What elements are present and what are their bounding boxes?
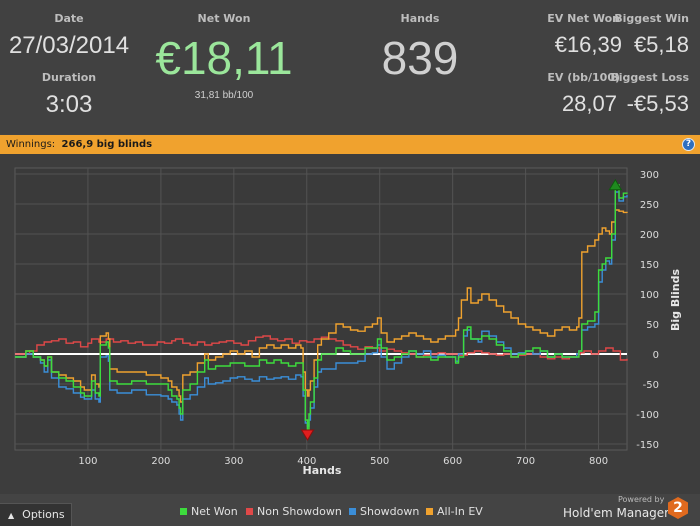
legend-net-won[interactable]: Net Won	[180, 505, 238, 518]
legend-swatch	[349, 508, 356, 515]
hm2-logo: 2	[668, 497, 688, 519]
y-tick-label: -150	[636, 440, 659, 451]
winnings-label: Winnings:	[6, 139, 56, 150]
x-tick-label: 200	[151, 456, 170, 467]
x-axis-label: Hands	[303, 464, 342, 477]
x-tick-label: 400	[297, 456, 316, 467]
legend-non-showdown[interactable]: Non Showdown	[246, 505, 342, 518]
hands-value: 839	[381, 32, 459, 84]
net-won-value: €18,11	[155, 32, 293, 84]
winnings-chart: 100 200 300 400 500 600 700 800 300 250 200 150 100…	[0, 154, 700, 494]
y-axis-label: Big Blinds	[669, 269, 682, 331]
ev-bb100-label: EV (bb/100)	[547, 71, 620, 84]
y-tick-label: 150	[640, 260, 659, 271]
y-tick-label: 200	[640, 230, 659, 241]
net-won-label: Net Won	[197, 12, 251, 25]
winnings-value: 266,9 big blinds	[61, 139, 153, 150]
series-line-all-in-ev	[15, 209, 628, 403]
biggest-win-value: €5,18	[633, 32, 689, 57]
stats-panel: Date 27/03/2014 Duration 3:03 Net Won €1…	[0, 0, 700, 134]
legend-showdown[interactable]: Showdown	[349, 505, 419, 518]
options-label: Options	[22, 508, 65, 521]
powered-by: Powered by	[618, 495, 665, 504]
biggest-loss-label: Biggest Loss	[610, 71, 689, 84]
x-tick-label: 300	[224, 456, 243, 467]
x-tick-label: 600	[443, 456, 462, 467]
y-tick-label: 50	[646, 320, 659, 331]
ev-bb100-value: 28,07	[561, 91, 617, 116]
legend-swatch	[180, 508, 187, 515]
y-tick-label: -50	[643, 380, 659, 391]
biggest-win-label: Biggest Win	[614, 12, 689, 25]
hands-label: Hands	[400, 12, 440, 25]
x-tick-label: 700	[516, 456, 535, 467]
plot-area	[14, 167, 628, 451]
legend-all-in-ev[interactable]: All-In EV	[426, 505, 483, 518]
x-tick-label: 800	[589, 456, 608, 467]
y-tick-label: 0	[653, 350, 659, 361]
legend-swatch	[246, 508, 253, 515]
net-won-bb100: 31,81 bb/100	[194, 90, 254, 101]
x-tick-label: 100	[78, 456, 97, 467]
legend-label: Net Won	[191, 505, 238, 518]
duration-label: Duration	[41, 71, 97, 84]
legend-label: Showdown	[360, 505, 420, 518]
y-tick-label: -100	[636, 410, 659, 421]
y-tick-label: 250	[640, 200, 659, 211]
caret-up-icon: ▲	[8, 511, 15, 520]
options-button[interactable]: ▲ Options	[0, 503, 72, 526]
brand-name: Hold'em Manager	[563, 506, 670, 520]
legend-label: Non Showdown	[257, 505, 342, 518]
ev-net-won-value: €16,39	[554, 32, 622, 57]
series-line-net-won	[15, 184, 628, 436]
chart-svg: 100 200 300 400 500 600 700 800 300250200150100…	[14, 167, 682, 477]
date-value: 27/03/2014	[8, 32, 130, 59]
y-tick-label: 300	[640, 170, 659, 181]
help-icon[interactable]: ?	[682, 138, 695, 151]
min-marker-icon	[300, 429, 315, 441]
biggest-loss-value: -€5,53	[626, 91, 689, 116]
duration-value: 3:03	[45, 91, 93, 118]
y-tick-label: 100	[640, 290, 659, 301]
date-label: Date	[54, 12, 84, 25]
ev-net-won-label: EV Net Won	[547, 12, 620, 25]
max-marker-icon	[608, 178, 623, 191]
legend-label: All-In EV	[437, 505, 483, 518]
winnings-bar: Winnings: 266,9 big blinds ?	[0, 135, 700, 154]
x-tick-label: 500	[370, 456, 389, 467]
legend-swatch	[426, 508, 433, 515]
